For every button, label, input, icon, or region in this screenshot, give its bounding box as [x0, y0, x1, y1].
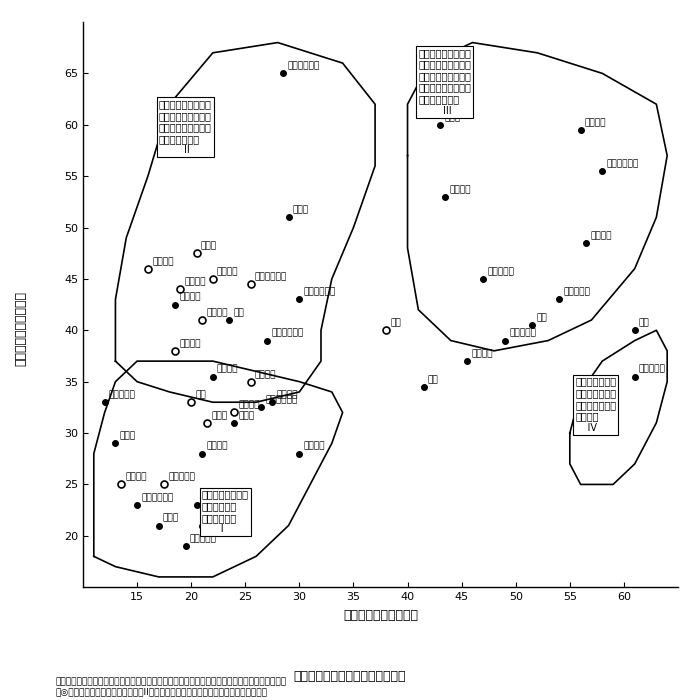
Text: セルリー: セルリー [206, 442, 228, 451]
Text: レタス: レタス [201, 241, 217, 251]
Text: えのきだけ: えのきだけ [108, 391, 136, 400]
Text: さやえんどう: さやえんどう [287, 62, 319, 71]
Text: ふき: ふき [536, 314, 547, 323]
Text: パセリ: パセリ [293, 206, 309, 214]
Text: えだまめ: えだまめ [584, 118, 606, 127]
Text: なす: なす [195, 391, 206, 400]
Text: ブロッコリー: ブロッコリー [266, 395, 298, 405]
Text: しめじ: しめじ [120, 431, 136, 440]
Text: トマト: トマト [211, 411, 228, 420]
Text: 価格の季節間変動係数: 価格の季節間変動係数 [15, 291, 27, 367]
Text: 生産の合理化のみ
が効果的な対
応となる品目
      I: 生産の合理化のみ が効果的な対 応となる品目 I [202, 489, 249, 534]
Text: キャベツ: キャベツ [206, 308, 228, 317]
Text: ばれいしょ: ばれいしょ [168, 473, 195, 482]
Text: しょうが: しょうが [206, 514, 228, 523]
Text: はくさい: はくさい [217, 267, 239, 276]
Text: アスパラガス: アスパラガス [201, 494, 233, 502]
Text: 実えんどう: 実えんどう [639, 365, 666, 374]
Text: かぼちゃ: かぼちゃ [217, 365, 239, 374]
Text: 生産の合理化の
他に市場分荷が
効果的な対応と
なる品目
    IV: 生産の合理化の 他に市場分荷が 効果的な対応と なる品目 IV [575, 377, 616, 433]
Text: その他野菜: その他野菜 [509, 329, 536, 338]
Text: かぶ: かぶ [639, 318, 650, 328]
Text: にら: にら [233, 308, 244, 317]
Text: だいこん: だいこん [239, 400, 260, 410]
Text: やまのいも: やまのいも [190, 534, 217, 543]
Text: みつば: みつば [444, 113, 461, 122]
Text: かんしょ: かんしょ [276, 391, 298, 400]
Text: なめこ: なめこ [163, 514, 179, 523]
Text: きゅうり: きゅうり [185, 277, 206, 286]
X-axis label: 価格の市場間変動係数: 価格の市場間変動係数 [343, 609, 418, 622]
Text: にんにく: にんにく [304, 442, 325, 451]
Text: 生産の合理化の他に
生産の時期および出
荷先市場を変更して
いくことが効果的な
対応となる品目
        III: 生産の合理化の他に 生産の時期および出 荷先市場を変更して いくことが効果的な … [419, 48, 471, 116]
Text: れんこん: れんこん [449, 185, 471, 194]
Text: 生産の合理化の他に
その時期を変更して
いくことが効果的な
対応となる品目
        II: 生産の合理化の他に その時期を変更して いくことが効果的な 対応となる品目 II [159, 99, 211, 155]
Text: カリフラワー: カリフラワー [304, 288, 336, 297]
Text: たまねぎ: たまねぎ [125, 473, 146, 482]
Text: ねぎ: ねぎ [390, 318, 401, 328]
Text: ほうれんそう: ほうれんそう [255, 272, 287, 281]
Text: その他菜類: その他菜類 [564, 288, 590, 297]
Text: こまつな: こまつな [471, 349, 493, 358]
Text: そらまめ: そらまめ [590, 231, 612, 240]
Text: なましいたけ: なましいたけ [141, 494, 174, 502]
Text: ししとう: ししとう [179, 293, 201, 302]
Text: うど: うど [428, 375, 439, 384]
Text: とうもろこし: とうもろこし [606, 159, 638, 168]
Text: ごぼう: ごぼう [239, 411, 255, 420]
Text: 注）青果物流通統計旬報による。変動係数は平成元年から６年の年次毎に算出したものの平均値
　◎は指定野菜である。たけのこはIIのグループに属するが値が大きく図示で: 注）青果物流通統計旬報による。変動係数は平成元年から６年の年次毎に算出したものの… [56, 677, 287, 696]
Text: さやいんげん: さやいんげん [271, 329, 303, 338]
Text: さといも: さといも [255, 370, 276, 379]
Text: しゅんぎく: しゅんぎく [487, 267, 514, 276]
Text: ビーマン: ビーマン [152, 257, 174, 266]
Text: 図１　品目別産地対応方向の区分: 図１ 品目別産地対応方向の区分 [294, 670, 406, 682]
Text: にんじん: にんじん [179, 339, 201, 348]
